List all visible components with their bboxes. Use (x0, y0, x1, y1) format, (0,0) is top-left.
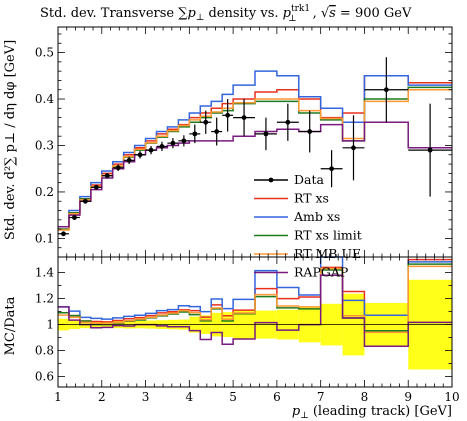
ratio-frame (57, 256, 453, 388)
data-point (115, 165, 121, 171)
ratio-panel (58, 256, 452, 370)
data-point (170, 140, 176, 146)
x-tick-label: 10 (444, 390, 459, 404)
legend-label-0: RT xs (294, 191, 329, 206)
main-frame (57, 26, 453, 258)
data-point (263, 131, 269, 137)
axes: 1 2 3 4 5 6 7 8 9 10 0.1 0.2 0.3 0.4 0.5 0.6 0.8 1 1.2 1.4 (35, 26, 460, 404)
legend-label-1: Amb xs (293, 209, 340, 224)
x-tick-label: 6 (273, 390, 281, 404)
x-tick-label: 3 (142, 390, 150, 404)
main-panel (58, 57, 452, 237)
data-point (329, 166, 335, 172)
data-point (126, 157, 132, 163)
ratio-line-4 (58, 274, 452, 348)
data-point (181, 138, 187, 144)
chart-title: Std. dev. Transverse ∑p⊥ density vs. ptr… (40, 4, 412, 24)
legend-marker-data-dot (268, 177, 274, 183)
data-point (351, 145, 356, 151)
data-point (192, 131, 198, 137)
y-tick-label-main: 0.4 (35, 92, 54, 106)
x-tick-label: 5 (229, 390, 237, 404)
x-tick-label: 2 (98, 390, 106, 404)
data-point (93, 184, 99, 190)
y-tick-label-main: 0.3 (35, 138, 54, 152)
x-tick-label: 7 (317, 390, 325, 404)
y-tick-label-ratio: 1.4 (35, 266, 54, 280)
x-tick-label: 4 (186, 390, 194, 404)
x-tick-label: 1 (54, 390, 62, 404)
y-tick-label-ratio: 0.6 (35, 370, 54, 384)
legend-label-4: RAPGAP (294, 265, 348, 280)
legend-label-3: RT MB UE (294, 246, 361, 261)
series-line-2 (58, 86, 452, 230)
x-tick-label: 8 (361, 390, 369, 404)
x-axis-title: p⊥ (leading track) [GeV] (292, 404, 452, 421)
legend-label-data: Data (294, 172, 324, 187)
y-axis-title-main: Std. dev. d²∑ p⊥ / dη dφ [GeV] (3, 40, 18, 240)
data-point (82, 198, 88, 204)
data-point (159, 144, 165, 149)
data-point (307, 129, 313, 134)
legend-label-2: RT xs limit (294, 228, 362, 243)
series-line-1 (58, 70, 452, 228)
data-point (72, 215, 77, 220)
data-point (203, 119, 209, 125)
y-axis-title-ratio: MC/Data (3, 296, 18, 355)
data-point (104, 173, 110, 179)
data-point (148, 147, 154, 153)
legend: Data RT xs Amb xs RT xs limit RT MB UE RAPGAP (254, 172, 362, 280)
y-tick-label-main: 0.5 (35, 46, 54, 60)
series-line-4 (58, 121, 452, 228)
y-tick-label-ratio: 0.8 (35, 344, 54, 358)
data-point (383, 87, 389, 93)
data-point (137, 152, 143, 158)
data-point (214, 129, 220, 134)
y-tick-label-ratio: 1 (46, 318, 54, 332)
data-point (241, 115, 247, 121)
y-tick-label-main: 0.2 (35, 185, 54, 199)
data-point (285, 119, 291, 125)
series-line-3 (58, 88, 452, 231)
data-point (61, 231, 66, 237)
y-tick-label-main: 0.1 (35, 231, 54, 245)
y-tick-label-ratio: 1.2 (35, 292, 54, 306)
x-tick-label: 9 (404, 390, 412, 404)
data-point (225, 112, 231, 118)
data-point (427, 147, 433, 153)
